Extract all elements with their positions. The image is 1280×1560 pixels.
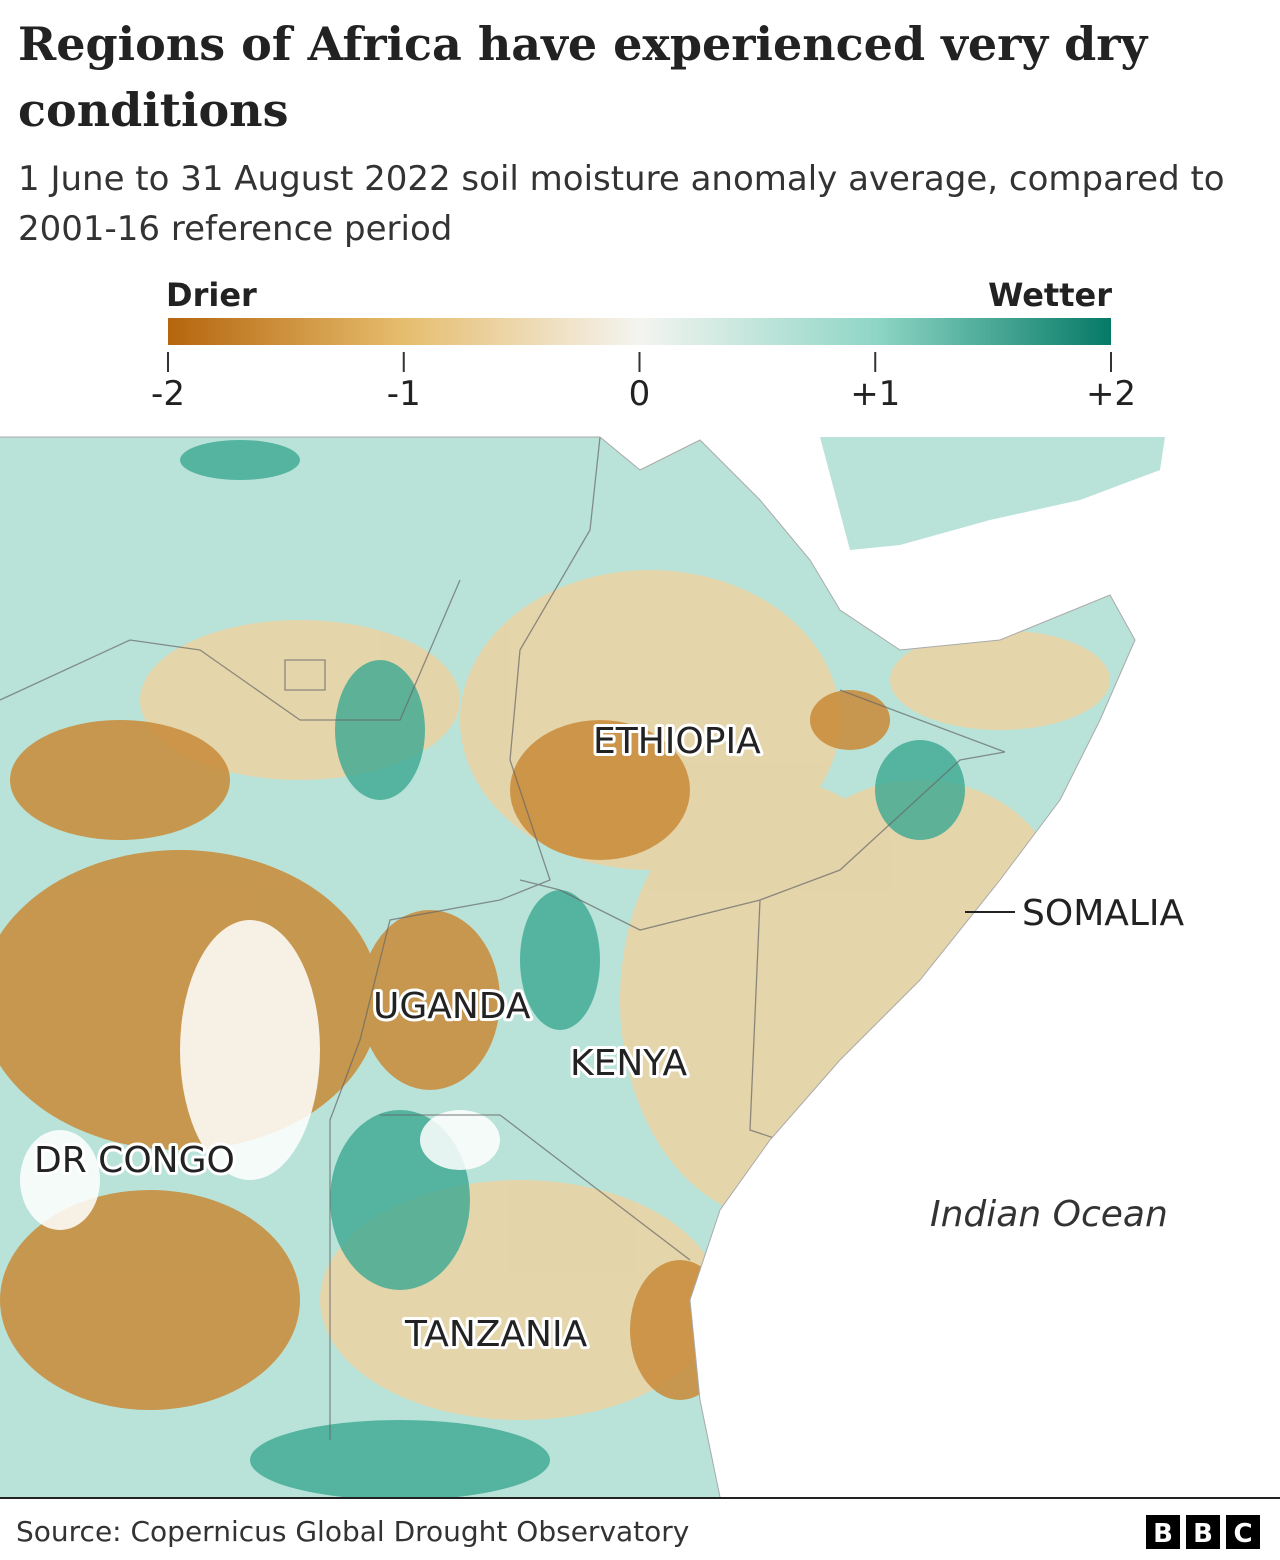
tick-label: +2: [1086, 374, 1136, 414]
tick-label: +1: [850, 374, 900, 414]
tick-label: 0: [629, 374, 651, 414]
title: Regions of Africa have experienced very …: [18, 17, 1148, 137]
source: Source: Copernicus Global Drought Observ…: [16, 1515, 689, 1548]
bbc-logo: B B C: [1146, 1515, 1260, 1549]
logo-letter: C: [1233, 1519, 1252, 1549]
subtitle: 1 June to 31 August 2022 soil moisture a…: [18, 159, 1225, 249]
country-label: TANZANIA: [404, 1314, 588, 1355]
country-label: SOMALIA: [1022, 893, 1185, 934]
tick-label: -1: [387, 374, 421, 414]
ocean-label: Indian Ocean: [930, 1194, 1168, 1235]
legend-low: Drier: [166, 276, 257, 314]
coastline: [0, 436, 1136, 1498]
logo-letter: B: [1153, 1519, 1173, 1549]
country-label: KENYA: [570, 1043, 687, 1084]
country-label: DR CONGO: [34, 1140, 235, 1181]
map: [0, 437, 1165, 1497]
tick-label: -2: [151, 374, 185, 414]
legend-ticks: -2 -1 0 +1 +2: [151, 352, 1136, 414]
country-label: UGANDA: [373, 986, 531, 1027]
logo-letter: B: [1193, 1519, 1213, 1549]
legend-high: Wetter: [988, 276, 1112, 314]
country-label: ETHIOPIA: [593, 721, 761, 762]
color-scale: [168, 318, 1111, 345]
